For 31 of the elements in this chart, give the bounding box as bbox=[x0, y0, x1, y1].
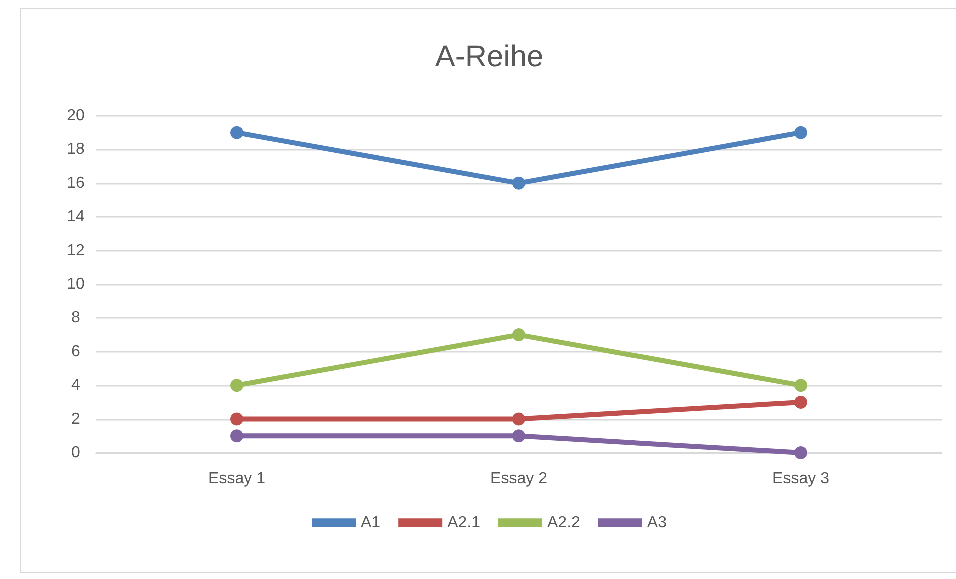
legend-label: A3 bbox=[647, 514, 668, 532]
legend-label: A2.2 bbox=[548, 514, 581, 532]
x-tick-label: Essay 3 bbox=[772, 470, 830, 488]
y-tick-label: 0 bbox=[72, 444, 81, 462]
point bbox=[512, 412, 526, 426]
y-tick-label: 10 bbox=[67, 276, 85, 293]
point bbox=[794, 396, 808, 409]
y-tick-label: 12 bbox=[67, 242, 85, 260]
y-tick-label: 18 bbox=[67, 141, 85, 158]
point bbox=[512, 430, 526, 443]
legend-label: A1 bbox=[361, 514, 381, 532]
y-tick-label: 14 bbox=[67, 208, 85, 226]
x-tick-label: Essay 2 bbox=[490, 470, 548, 488]
y-tick-label: 16 bbox=[67, 174, 85, 192]
point bbox=[230, 412, 244, 426]
point bbox=[512, 176, 526, 190]
legend-label: A2.1 bbox=[448, 514, 481, 532]
chart-title: A-Reihe bbox=[435, 40, 544, 74]
point bbox=[794, 379, 808, 392]
point bbox=[794, 446, 808, 460]
point bbox=[230, 430, 244, 443]
y-tick-label: 2 bbox=[72, 410, 81, 428]
y-tick-label: 8 bbox=[72, 310, 81, 327]
point bbox=[230, 126, 244, 140]
point bbox=[794, 126, 808, 140]
x-tick-label: Essay 1 bbox=[208, 470, 266, 488]
point bbox=[230, 379, 244, 392]
y-tick-label: 6 bbox=[72, 343, 81, 360]
point bbox=[512, 328, 526, 342]
y-tick-label: 4 bbox=[72, 377, 81, 394]
y-tick-label: 20 bbox=[67, 108, 85, 124]
